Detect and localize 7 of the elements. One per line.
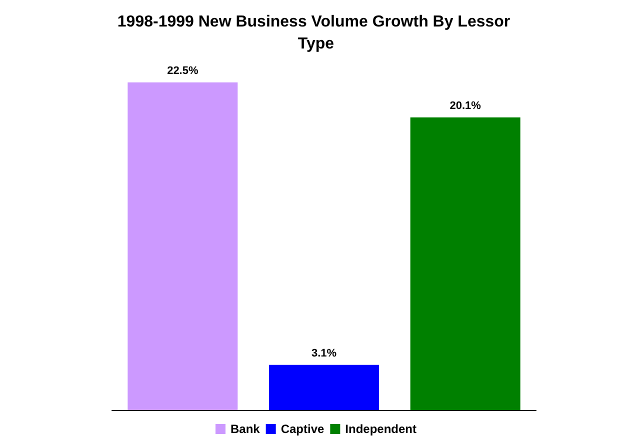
data-label: 3.1%: [311, 347, 337, 360]
data-label: 20.1%: [450, 100, 482, 112]
legend-label: Bank: [230, 422, 260, 436]
legend-label: Independent: [345, 422, 417, 436]
chart-title: 1998-1999 New Business Volume Growth By Lessor Type: [117, 14, 515, 52]
legend-label: Captive: [280, 422, 325, 436]
data-label: 22.5%: [167, 64, 198, 77]
